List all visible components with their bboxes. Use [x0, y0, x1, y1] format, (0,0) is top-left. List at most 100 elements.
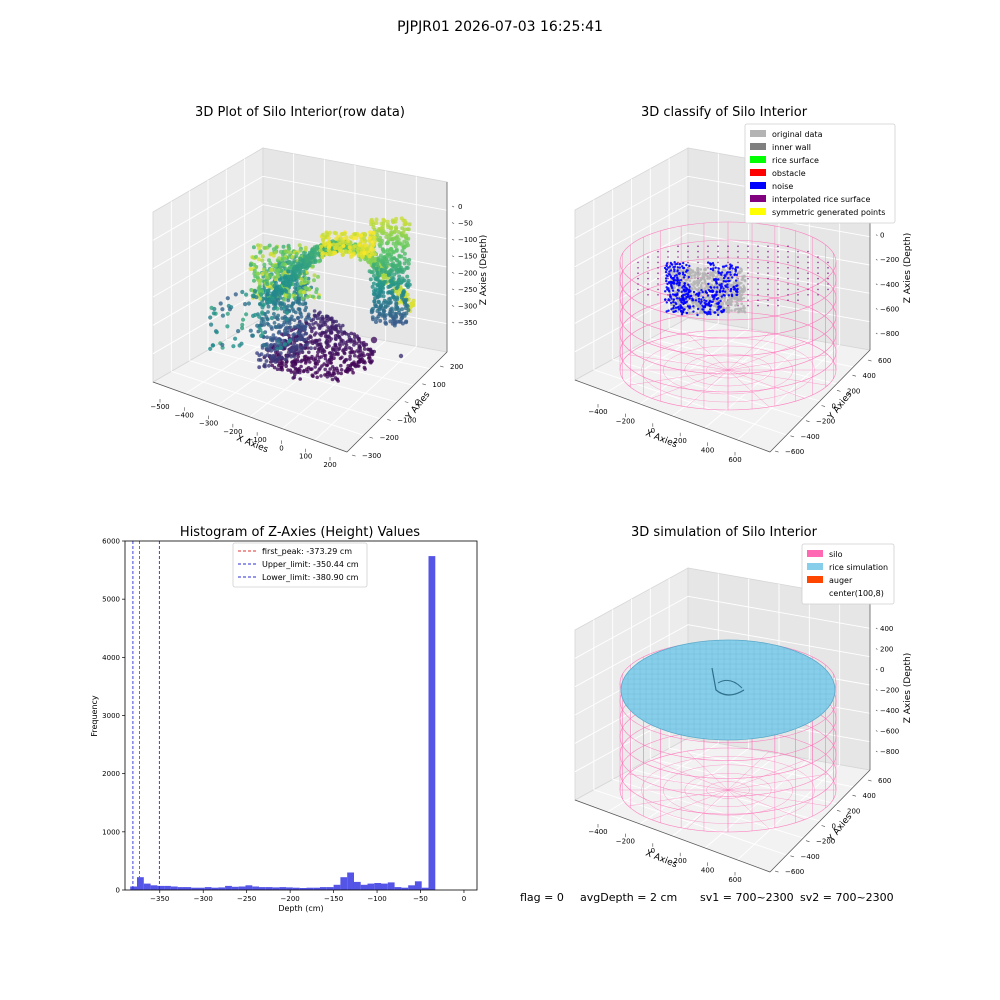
classify-original-point — [692, 281, 695, 284]
classify-original-point — [715, 311, 719, 314]
simulation-plot-z-tick-label: −800 — [880, 748, 899, 756]
classify-interpolated-point — [817, 288, 819, 291]
classify-interpolated-point — [747, 294, 749, 296]
raw-plot-point — [398, 241, 403, 246]
raw-plot-point — [357, 242, 362, 247]
raw-plot-point — [261, 342, 266, 348]
raw-plot-point — [316, 259, 321, 264]
classify-original-point — [743, 279, 747, 283]
raw-plot-point — [378, 253, 383, 258]
classify-interpolated-point — [767, 288, 769, 291]
classify-interpolated-point — [787, 294, 789, 296]
classify-noise-point — [701, 296, 705, 299]
classify-original-point — [712, 304, 716, 308]
histogram-bar — [428, 556, 436, 890]
histogram-bar — [387, 882, 395, 890]
raw-plot-point — [323, 373, 327, 377]
classify-noise-point — [669, 275, 673, 278]
raw-plot-point — [244, 312, 249, 317]
raw-plot-point — [392, 256, 397, 261]
raw-plot-point — [263, 270, 268, 275]
raw-plot-point — [349, 235, 354, 240]
histogram-bar — [320, 887, 327, 890]
raw-plot-point — [380, 247, 385, 252]
classify-interpolated-point — [777, 256, 779, 258]
raw-plot-point — [378, 239, 383, 244]
histogram-bar — [421, 887, 429, 890]
raw-plot-point — [301, 369, 306, 374]
raw-plot-x-tick-label: −200 — [223, 428, 242, 436]
classify-noise-point — [725, 273, 728, 276]
classify-noise-point — [694, 299, 698, 302]
raw-plot-point — [209, 322, 214, 327]
classify-noise-point — [674, 263, 677, 266]
raw-plot-point — [388, 225, 393, 230]
raw-plot-point — [375, 295, 380, 300]
classify-legend-entry-label: noise — [772, 182, 793, 191]
classify-noise-point — [665, 301, 668, 304]
classify-noise-point — [677, 272, 681, 276]
classify-interpolated-point — [657, 267, 659, 269]
raw-plot-point — [296, 316, 300, 321]
classify-noise-point — [691, 297, 694, 300]
classify-original-point — [723, 272, 726, 275]
raw-plot-point — [317, 368, 321, 372]
raw-plot-point — [291, 364, 296, 369]
raw-plot-point — [371, 222, 376, 227]
raw-plot-z-tick-label: 0 — [458, 203, 462, 211]
classify-original-point — [676, 310, 680, 313]
raw-plot-point — [254, 295, 259, 300]
simulation-silo-floor-spoke — [651, 789, 729, 820]
simulation-silo-floor-spoke — [727, 789, 805, 820]
raw-plot-point — [391, 250, 396, 255]
classify-plot-y-tick-label: 0 — [832, 403, 836, 411]
depth-histogram: Histogram of Z-Axies (Height) Values −35… — [90, 525, 478, 913]
histogram-x-label: Depth (cm) — [278, 904, 323, 913]
classify-original-point — [703, 268, 706, 272]
classify-noise-point — [717, 305, 720, 309]
raw-plot-point — [388, 300, 393, 305]
classify-interpolated-point — [757, 304, 759, 307]
simulation-3d-plot: 3D simulation of Silo Interior −400 −200 0… — [574, 525, 913, 884]
raw-plot-point — [259, 333, 264, 338]
raw-plot-point — [279, 276, 284, 281]
simulation-legend-entry-label: rice simulation — [829, 563, 888, 572]
raw-plot-z-tick-label: −300 — [458, 302, 477, 310]
raw-plot-point — [288, 265, 293, 270]
classify-noise-point — [696, 307, 700, 311]
simulation-silo-floor-spoke — [628, 773, 729, 791]
raw-plot-point — [298, 271, 303, 276]
raw-plot-point — [276, 339, 281, 344]
classify-silo-floor-spoke — [628, 354, 729, 371]
classify-interpolated-point — [757, 299, 759, 302]
classify-noise-point — [669, 283, 673, 286]
raw-plot-point — [341, 342, 345, 346]
classify-noise-point — [681, 295, 684, 299]
raw-plot-point — [299, 359, 303, 364]
raw-plot-point — [314, 331, 318, 335]
classify-plot-silo-wireframe — [619, 221, 837, 411]
histogram-x-tick-label: −50 — [413, 895, 428, 903]
classify-noise-point — [672, 310, 675, 314]
classify-original-point — [699, 294, 703, 298]
raw-plot-point — [272, 275, 277, 280]
raw-plot-point — [225, 324, 230, 329]
raw-plot-point — [396, 278, 401, 282]
raw-plot-point — [391, 295, 396, 300]
raw-plot-point — [258, 296, 263, 301]
raw-plot-point — [304, 354, 308, 359]
classify-interpolated-point — [677, 256, 679, 258]
raw-plot-point — [396, 268, 401, 273]
classify-original-point — [740, 302, 743, 306]
classify-original-point — [676, 300, 680, 303]
classify-plot-z-tick — [875, 234, 878, 236]
classify-noise-point — [692, 310, 695, 313]
classify-interpolated-point — [777, 299, 779, 302]
classify-noise-point — [698, 291, 701, 294]
simulation-plot-z-tick — [875, 709, 878, 712]
histogram-y-tick-label: 5000 — [102, 596, 120, 604]
raw-plot-point — [405, 274, 410, 279]
raw-plot-point — [265, 335, 269, 340]
simulation-silo-floor-spoke — [727, 789, 828, 807]
